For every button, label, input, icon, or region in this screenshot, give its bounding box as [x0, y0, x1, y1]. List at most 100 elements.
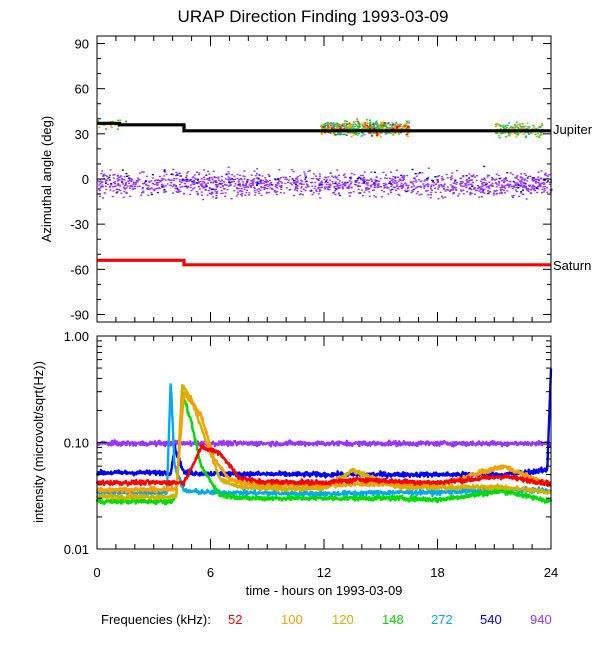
scatter-point [203, 176, 206, 178]
scatter-point [365, 127, 367, 129]
scatter-point [206, 194, 209, 196]
scatter-point [103, 192, 106, 194]
scatter-point [394, 132, 397, 134]
x-tick-label: 24 [544, 565, 558, 580]
scatter-point [354, 181, 357, 183]
scatter-point [299, 182, 302, 184]
scatter-point [531, 188, 534, 190]
bottom-y-tick-label: 0.10 [64, 436, 89, 451]
scatter-point [182, 178, 184, 181]
scatter-point [267, 185, 270, 187]
scatter-point [368, 195, 371, 197]
scatter-point [254, 194, 256, 196]
scatter-point [250, 174, 253, 176]
scatter-point [116, 190, 119, 193]
scatter-point [430, 186, 433, 188]
scatter-point [334, 190, 337, 192]
scatter-point [151, 182, 154, 185]
scatter-point [311, 194, 314, 196]
scatter-point [513, 128, 515, 130]
scatter-point [335, 126, 338, 129]
scatter-point [417, 185, 420, 188]
scatter-point [481, 178, 484, 180]
scatter-point [296, 185, 299, 187]
scatter-point [361, 124, 364, 126]
scatter-point [279, 191, 282, 194]
scatter-point [522, 189, 524, 191]
scatter-point [400, 182, 403, 184]
scatter-point [499, 192, 501, 194]
scatter-point [129, 195, 132, 197]
scatter-point [524, 132, 526, 134]
scatter-point [202, 186, 205, 188]
scatter-point [388, 182, 391, 185]
scatter-point [211, 196, 214, 198]
scatter-point [348, 177, 351, 179]
scatter-point [343, 124, 345, 126]
scatter-point [523, 186, 526, 189]
scatter-point [429, 188, 432, 190]
scatter-point [395, 185, 398, 188]
scatter-point [502, 180, 505, 182]
scatter-point [324, 186, 327, 188]
scatter-point [343, 173, 346, 175]
scatter-point [185, 178, 188, 181]
scatter-point [512, 196, 514, 199]
scatter-point [438, 186, 441, 188]
scatter-point [120, 181, 123, 183]
scatter-point [192, 176, 195, 178]
scatter-point [245, 191, 248, 194]
scatter-point [403, 125, 406, 127]
scatter-point [208, 186, 211, 189]
scatter-point [240, 178, 242, 180]
scatter-point [498, 182, 501, 184]
scatter-point [135, 182, 138, 184]
scatter-point [491, 177, 494, 180]
scatter-point [310, 177, 313, 180]
bottom-axis-ticks: 1.000.100.010 6 12 18 24 [64, 329, 559, 580]
scatter-point [345, 182, 348, 184]
scatter-point [281, 182, 284, 184]
scatter-point [504, 124, 507, 127]
scatter-point [450, 178, 453, 181]
scatter-point [395, 126, 398, 128]
scatter-point [369, 178, 372, 180]
scatter-point [371, 183, 374, 186]
scatter-point [141, 188, 144, 190]
scatter-point [240, 179, 243, 181]
scatter-point [460, 181, 463, 183]
scatter-point [118, 188, 120, 191]
scatter-point [357, 121, 360, 124]
scatter-point [426, 179, 429, 181]
scatter-point [509, 132, 512, 134]
scatter-point [398, 194, 401, 197]
scatter-point [377, 186, 380, 188]
scatter-point [113, 185, 116, 188]
scatter-point [268, 184, 271, 186]
scatter-point [175, 185, 178, 187]
scatter-point [202, 187, 205, 189]
scatter-point [197, 181, 200, 183]
scatter-point [487, 189, 490, 192]
scatter-point [167, 179, 170, 181]
scatter-point [537, 126, 540, 128]
scatter-point [104, 180, 107, 183]
scatter-point [402, 179, 404, 182]
scatter-point [213, 176, 216, 178]
scatter-point [467, 184, 470, 186]
scatter-point [274, 185, 277, 188]
scatter-point [495, 173, 498, 175]
scatter-point [365, 187, 368, 190]
scatter-point [339, 124, 342, 126]
scatter-point [157, 182, 160, 184]
scatter-point [496, 183, 499, 185]
scatter-point [363, 182, 366, 184]
scatter-point [343, 183, 346, 185]
scatter-point [383, 185, 385, 187]
scatter-point [331, 181, 334, 183]
scatter-point [302, 188, 305, 190]
scatter-point [515, 124, 518, 126]
scatter-point [246, 189, 248, 191]
scatter-point [538, 135, 541, 137]
scatter-point [376, 133, 379, 135]
